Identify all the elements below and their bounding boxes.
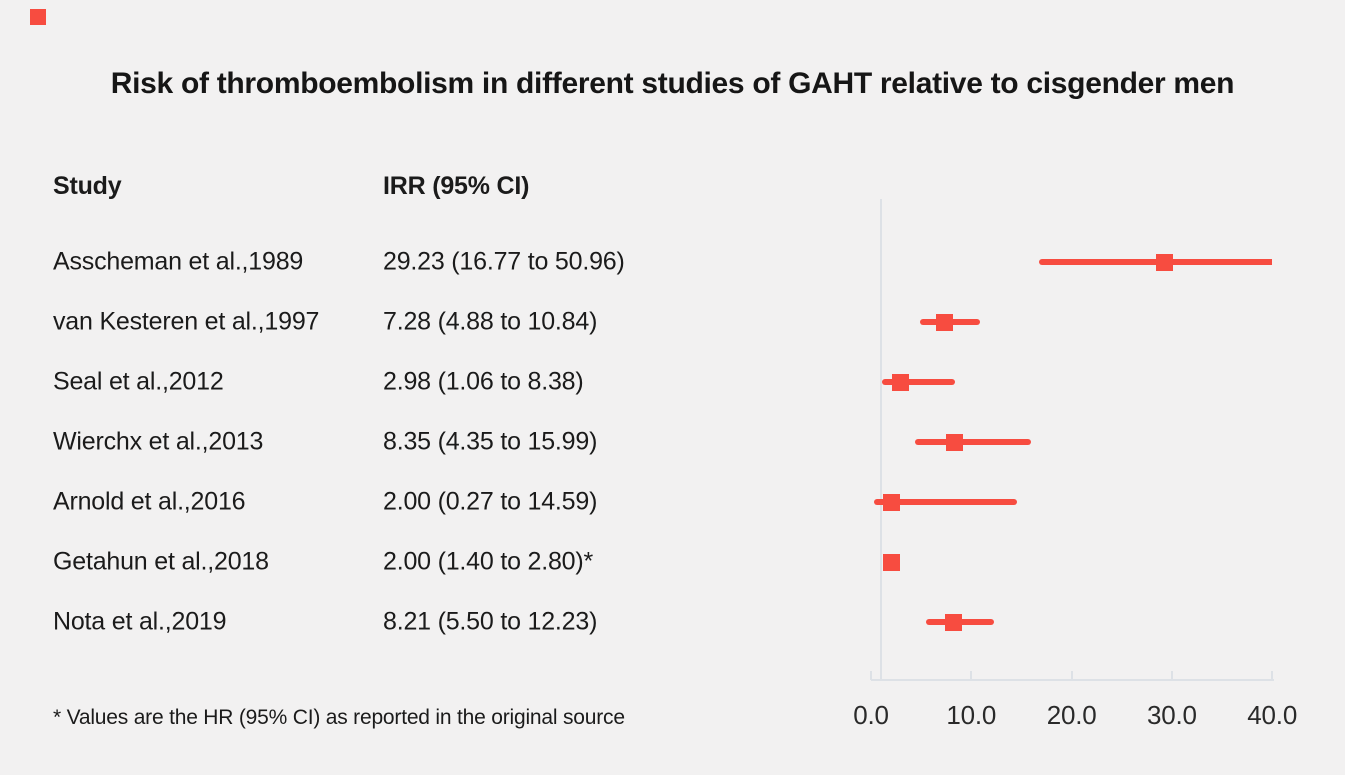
point-estimate-marker (946, 433, 964, 451)
ci-bar (873, 499, 1018, 505)
study-name: Getahun et al.,2018 (53, 547, 269, 576)
irr-value: 8.21 (5.50 to 12.23) (383, 607, 598, 636)
x-axis-tick (870, 671, 872, 680)
x-axis-tick-label: 40.0 (1247, 700, 1298, 730)
irr-value: 2.98 (1.06 to 8.38) (383, 367, 584, 396)
irr-value: 2.00 (1.40 to 2.80)* (383, 547, 594, 576)
point-estimate-marker (944, 613, 962, 631)
point-estimate-marker (1155, 253, 1173, 271)
study-name: Wierchx et al.,2013 (53, 427, 264, 456)
study-name: Seal et al.,2012 (53, 367, 224, 396)
study-name: Asscheman et al.,1989 (53, 247, 304, 276)
irr-value: 7.28 (4.88 to 10.84) (383, 307, 598, 336)
study-name: van Kesteren et al.,1997 (53, 307, 320, 336)
x-axis-tick (1170, 671, 1173, 680)
study-column-header: Study (53, 172, 122, 200)
irr-column-header: IRR (95% CI) (383, 172, 530, 200)
x-axis-tick (970, 671, 973, 680)
x-axis-tick-label: 10.0 (946, 700, 997, 730)
x-axis-tick-label: 20.0 (1046, 700, 1097, 730)
irr-value: 29.23 (16.77 to 50.96) (383, 247, 625, 276)
x-axis-tick-label: 30.0 (1146, 700, 1197, 730)
irr-value: 8.35 (4.35 to 15.99) (383, 427, 598, 456)
point-estimate-marker (892, 373, 910, 391)
study-name: Nota et al.,2019 (53, 607, 227, 636)
x-axis-tick (1271, 671, 1274, 680)
x-axis-tick-label: 0.0 (853, 700, 889, 730)
irr-value: 2.00 (0.27 to 14.59) (383, 487, 598, 516)
study-name: Arnold et al.,2016 (53, 487, 246, 516)
x-axis-line (871, 679, 1275, 681)
brand-marker-square (30, 9, 46, 25)
x-axis-tick (1070, 671, 1073, 680)
chart-title: Risk of thromboembolism in different stu… (110, 67, 1235, 100)
reference-line (880, 199, 883, 681)
point-estimate-marker (935, 313, 953, 331)
footnote: * Values are the HR (95% CI) as reported… (53, 706, 625, 729)
ci-bar (881, 379, 956, 385)
ci-bar (914, 439, 1032, 445)
point-estimate-marker (882, 493, 900, 511)
point-estimate-marker (882, 553, 900, 571)
